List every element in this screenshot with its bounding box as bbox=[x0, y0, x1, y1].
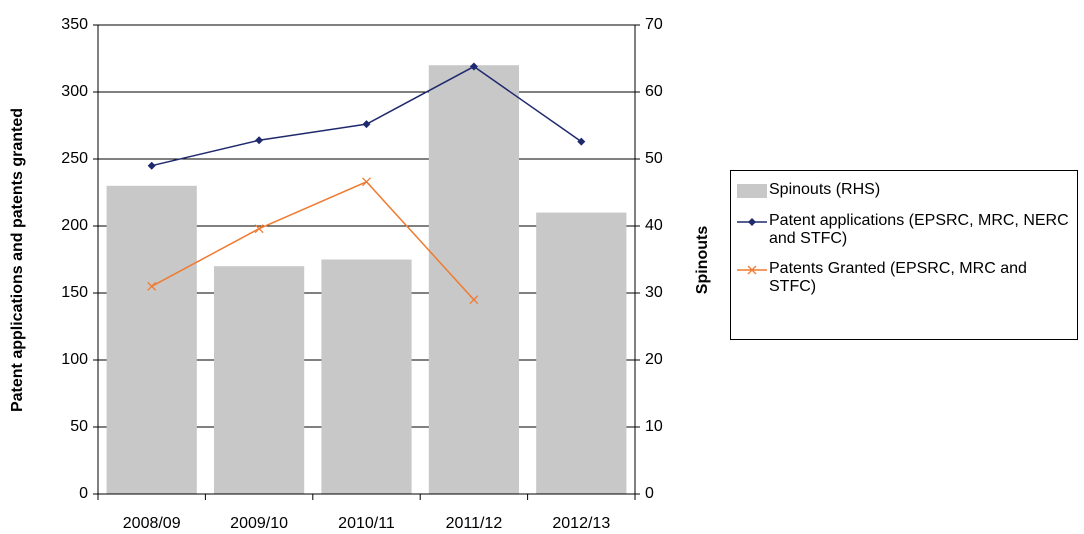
marker bbox=[147, 281, 157, 291]
legend-item: Patent applications (EPSRC, MRC, NERC an… bbox=[737, 212, 1071, 248]
y2-tick-label: 70 bbox=[645, 16, 663, 33]
x-tick-label: 2011/12 bbox=[446, 515, 503, 532]
legend-item: Patents Granted (EPSRC, MRC and STFC) bbox=[737, 260, 1071, 296]
y2-tick-label: 0 bbox=[645, 485, 654, 502]
legend-label: Patents Granted (EPSRC, MRC and STFC) bbox=[769, 260, 1027, 295]
marker bbox=[362, 120, 371, 129]
y2-tick-label: 50 bbox=[645, 150, 663, 167]
marker bbox=[748, 218, 756, 226]
marker bbox=[254, 224, 264, 234]
bar bbox=[536, 212, 627, 494]
y2-tick-label: 10 bbox=[645, 418, 663, 435]
y-tick-label: 100 bbox=[61, 351, 88, 368]
bar bbox=[321, 259, 412, 494]
x-tick-label: 2010/11 bbox=[338, 515, 395, 532]
legend-label: Patent applications (EPSRC, MRC, NERC an… bbox=[769, 212, 1069, 247]
marker bbox=[147, 161, 156, 170]
marker bbox=[469, 62, 478, 71]
y-tick-label: 300 bbox=[61, 83, 88, 100]
y2-tick-label: 20 bbox=[645, 351, 663, 368]
bar bbox=[106, 185, 197, 495]
y-tick-label: 250 bbox=[61, 150, 88, 167]
legend-label: Spinouts (RHS) bbox=[769, 181, 881, 198]
legend-item: Spinouts (RHS) bbox=[737, 181, 1071, 200]
y2-axis-title: Spinouts bbox=[694, 226, 711, 295]
marker bbox=[469, 295, 479, 305]
y-tick-label: 150 bbox=[61, 284, 88, 301]
x-tick-label: 2009/10 bbox=[230, 515, 288, 532]
x-tick-label: 2008/09 bbox=[123, 515, 181, 532]
y-tick-label: 350 bbox=[61, 16, 88, 33]
y2-tick-label: 30 bbox=[645, 284, 663, 301]
y-axis-title: Patent applications and patents granted bbox=[9, 108, 26, 412]
legend-symbol bbox=[737, 265, 767, 275]
marker bbox=[577, 137, 586, 146]
x-tick-label: 2012/13 bbox=[552, 515, 610, 532]
y-tick-label: 200 bbox=[61, 217, 88, 234]
legend-symbol bbox=[737, 218, 767, 226]
y-tick-label: 50 bbox=[70, 418, 88, 435]
marker bbox=[362, 177, 371, 187]
legend-symbol bbox=[737, 184, 767, 198]
legend: Spinouts (RHS) Patent applications (EPSRC… bbox=[730, 170, 1078, 340]
chart: Patent applications and patents granted … bbox=[9, 16, 711, 532]
legend-swatch bbox=[737, 184, 767, 198]
marker bbox=[255, 136, 264, 145]
y-tick-label: 0 bbox=[79, 485, 88, 502]
bar bbox=[428, 65, 520, 494]
y2-tick-label: 60 bbox=[645, 83, 663, 100]
line bbox=[151, 180, 475, 301]
marker bbox=[747, 265, 757, 275]
y2-tick-label: 40 bbox=[645, 217, 663, 234]
bar bbox=[213, 266, 305, 494]
